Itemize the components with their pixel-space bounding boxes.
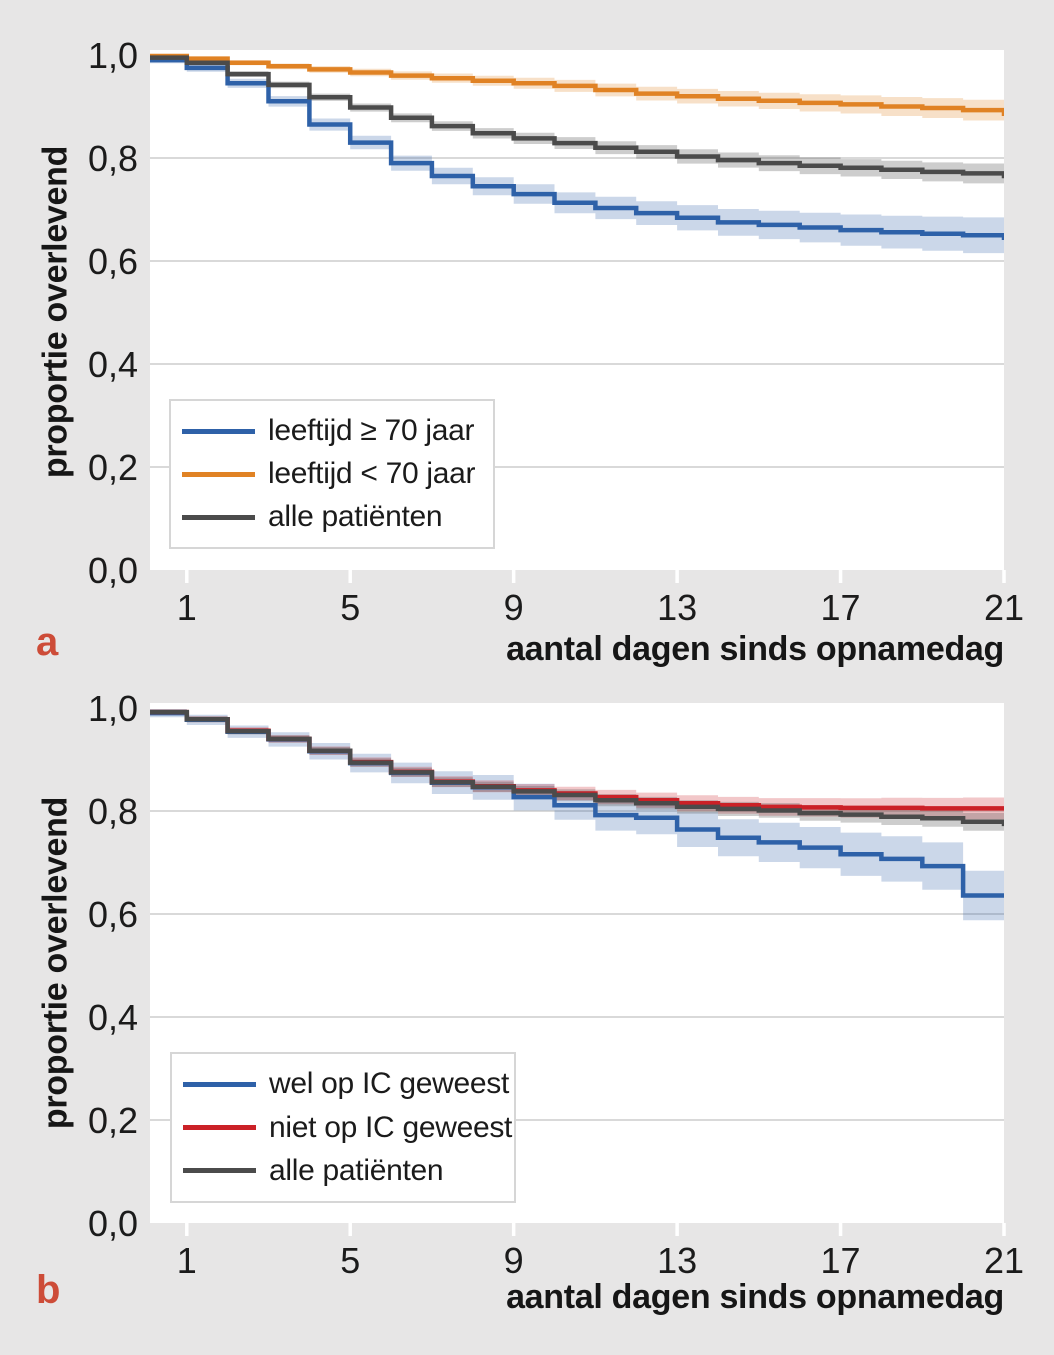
x-tick-label: 1	[177, 1240, 197, 1281]
x-tick-mark	[348, 1223, 352, 1236]
x-tick-mark	[348, 570, 352, 583]
survival-curve-a-1	[150, 53, 1004, 116]
legend-line-sample-red	[183, 1125, 256, 1130]
legend-item-label: alle patiënten	[268, 500, 443, 533]
x-tick-label: 21	[984, 1240, 1024, 1281]
x-tick-mark	[185, 1223, 189, 1236]
y-tick-label: 1,0	[88, 688, 138, 729]
x-tick-mark	[185, 570, 189, 583]
x-axis-title-panel-a: aantal dagen sinds opnamedag	[506, 630, 1004, 668]
confidence-band-a-2	[150, 55, 1004, 187]
x-tick-mark	[511, 1223, 516, 1236]
y-tick-label: 0,4	[88, 344, 138, 385]
panel-label-b: b	[36, 1268, 61, 1312]
legend-item: wel op IC geweest	[172, 1067, 514, 1101]
panel-label-a: a	[36, 620, 59, 664]
confidence-band-a-0	[150, 57, 1004, 257]
y-tick-label: 0,8	[88, 138, 138, 179]
x-tick-mark	[838, 570, 843, 583]
x-tick-label: 21	[984, 587, 1024, 628]
x-tick-mark	[675, 570, 679, 583]
x-tick-label: 9	[504, 587, 524, 628]
x-tick-mark	[838, 1223, 843, 1236]
x-tick-mark	[1002, 1223, 1006, 1236]
survival-curve-b-2	[150, 709, 1004, 827]
x-tick-label: 5	[340, 587, 360, 628]
y-axis-title-panel-a: proportie overlevend	[36, 145, 75, 479]
legend-item: alle patiënten	[172, 1154, 514, 1188]
y-tick-label: 0,2	[88, 1100, 138, 1141]
legend-line-sample-blue	[182, 428, 255, 434]
legend-item-label: leeftijd < 70 jaar	[268, 457, 476, 490]
legend-item: leeftijd ≥ 70 jaar	[171, 414, 493, 448]
x-tick-label: 5	[340, 1240, 360, 1281]
y-tick-label: 0,8	[88, 791, 138, 832]
confidence-band-b-2	[150, 709, 1004, 834]
legend-item-label: wel op IC geweest	[269, 1067, 510, 1101]
legend-item: leeftijd < 70 jaar	[171, 457, 493, 491]
y-tick-label: 0,0	[88, 550, 138, 591]
x-tick-label: 1	[177, 587, 197, 628]
legend-line-sample-gray	[183, 1168, 256, 1174]
y-tick-label: 0,0	[88, 1203, 138, 1244]
legend-item: niet op IC geweest	[172, 1111, 514, 1145]
x-tick-mark	[1002, 570, 1006, 583]
y-tick-label: 0,6	[88, 241, 138, 282]
x-tick-label: 13	[657, 1240, 697, 1281]
legend-item-label: alle patiënten	[269, 1153, 444, 1187]
legend-panel-a: leeftijd ≥ 70 jaar leeftijd < 70 jaar al…	[169, 399, 495, 549]
y-tick-label: 1,0	[88, 35, 138, 76]
x-tick-label: 17	[821, 587, 861, 628]
legend-line-sample-gray	[182, 514, 255, 520]
x-tick-label: 17	[821, 1240, 861, 1281]
legend-item-label: leeftijd ≥ 70 jaar	[268, 414, 475, 447]
y-tick-label: 0,4	[88, 997, 138, 1038]
legend-item: alle patiënten	[171, 500, 493, 534]
x-tick-mark	[511, 570, 516, 583]
y-axis-title-panel-b: proportie overlevend	[36, 796, 75, 1130]
x-tick-label: 13	[657, 587, 697, 628]
legend-panel-b: wel op IC geweest niet op IC geweest all…	[170, 1052, 516, 1203]
y-tick-label: 0,2	[88, 447, 138, 488]
y-tick-label: 0,6	[88, 894, 138, 935]
legend-line-sample-blue	[183, 1081, 256, 1087]
legend-item-label: niet op IC geweest	[269, 1110, 513, 1144]
survival-curve-a-2	[150, 55, 1004, 179]
x-axis-title-panel-b: aantal dagen sinds opnamedag	[506, 1278, 1004, 1316]
x-tick-mark	[675, 1223, 679, 1236]
x-tick-label: 9	[504, 1240, 524, 1281]
legend-line-sample-orange	[182, 471, 255, 477]
survival-curve-a-0	[150, 57, 1004, 241]
